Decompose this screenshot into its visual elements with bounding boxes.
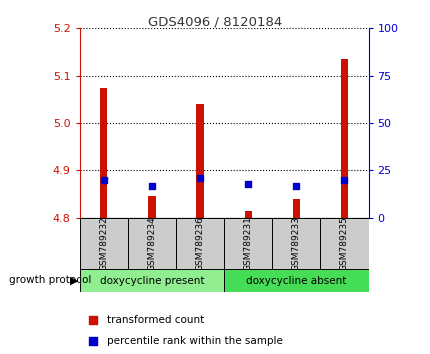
Bar	[148, 196, 155, 218]
Bar	[100, 87, 107, 218]
Text: GSM789232: GSM789232	[99, 216, 108, 271]
Point	[89, 317, 96, 323]
Text: GSM789235: GSM789235	[339, 216, 348, 271]
FancyBboxPatch shape	[80, 269, 224, 292]
Bar	[340, 59, 347, 218]
Bar	[292, 199, 299, 218]
FancyBboxPatch shape	[272, 218, 319, 269]
Text: GSM789233: GSM789233	[291, 216, 300, 271]
Text: GSM789236: GSM789236	[195, 216, 204, 271]
FancyBboxPatch shape	[175, 218, 224, 269]
FancyBboxPatch shape	[128, 218, 175, 269]
Text: ▶: ▶	[70, 275, 79, 285]
Text: percentile rank within the sample: percentile rank within the sample	[106, 336, 282, 346]
FancyBboxPatch shape	[224, 269, 368, 292]
FancyBboxPatch shape	[224, 218, 272, 269]
Bar	[196, 104, 203, 218]
Bar	[244, 211, 251, 218]
Point	[100, 177, 107, 183]
Text: doxycycline absent: doxycycline absent	[246, 275, 346, 286]
FancyBboxPatch shape	[319, 218, 368, 269]
Text: GSM789234: GSM789234	[147, 216, 156, 271]
FancyBboxPatch shape	[80, 218, 128, 269]
Point	[148, 183, 155, 188]
Point	[292, 183, 299, 188]
Point	[196, 175, 203, 181]
Text: transformed count: transformed count	[106, 315, 203, 325]
Text: GSM789231: GSM789231	[243, 216, 252, 271]
Text: growth protocol: growth protocol	[9, 275, 91, 285]
Text: GDS4096 / 8120184: GDS4096 / 8120184	[148, 16, 282, 29]
Point	[89, 338, 96, 344]
Point	[244, 181, 251, 187]
Point	[340, 177, 347, 183]
Text: doxycycline present: doxycycline present	[99, 275, 204, 286]
